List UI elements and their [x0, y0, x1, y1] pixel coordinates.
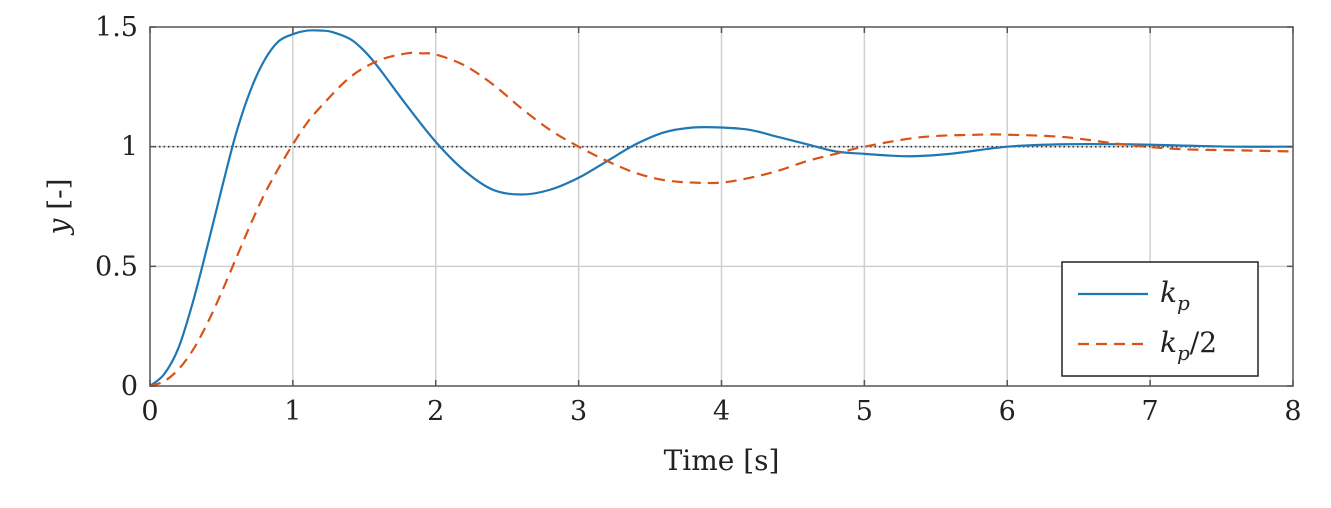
x-tick-label: 0: [141, 396, 158, 427]
x-tick-label: 3: [570, 396, 587, 427]
y-tick-label: 1.5: [95, 12, 138, 43]
series-layer: [149, 29, 1294, 388]
legend-label-1: kp: [1160, 276, 1190, 315]
series-line-2: [149, 51, 1294, 388]
x-tick-label: 6: [999, 396, 1016, 427]
x-tick-label: 5: [856, 396, 873, 427]
y-tick-label: 0: [121, 371, 138, 402]
legend-box: [1061, 261, 1259, 377]
y-axis-label: y [-]: [42, 178, 75, 236]
legend-label-2: kp/2: [1160, 326, 1217, 365]
x-tick-label: 7: [1142, 396, 1159, 427]
series-line-1: [149, 29, 1294, 387]
x-tick-label: 8: [1284, 396, 1301, 427]
y-tick-label: 0.5: [95, 251, 138, 282]
x-tick-label: 2: [427, 396, 444, 427]
legend: kp kp/2: [1061, 261, 1259, 377]
y-tick-label: 1: [121, 132, 138, 163]
tick-labels: 0 1 2 3 4 5 6 7 8 0 0.5 1 1.5: [95, 12, 1302, 427]
x-tick-label: 1: [284, 396, 301, 427]
x-tick-label: 4: [713, 396, 730, 427]
x-axis-label: Time [s]: [664, 444, 780, 477]
